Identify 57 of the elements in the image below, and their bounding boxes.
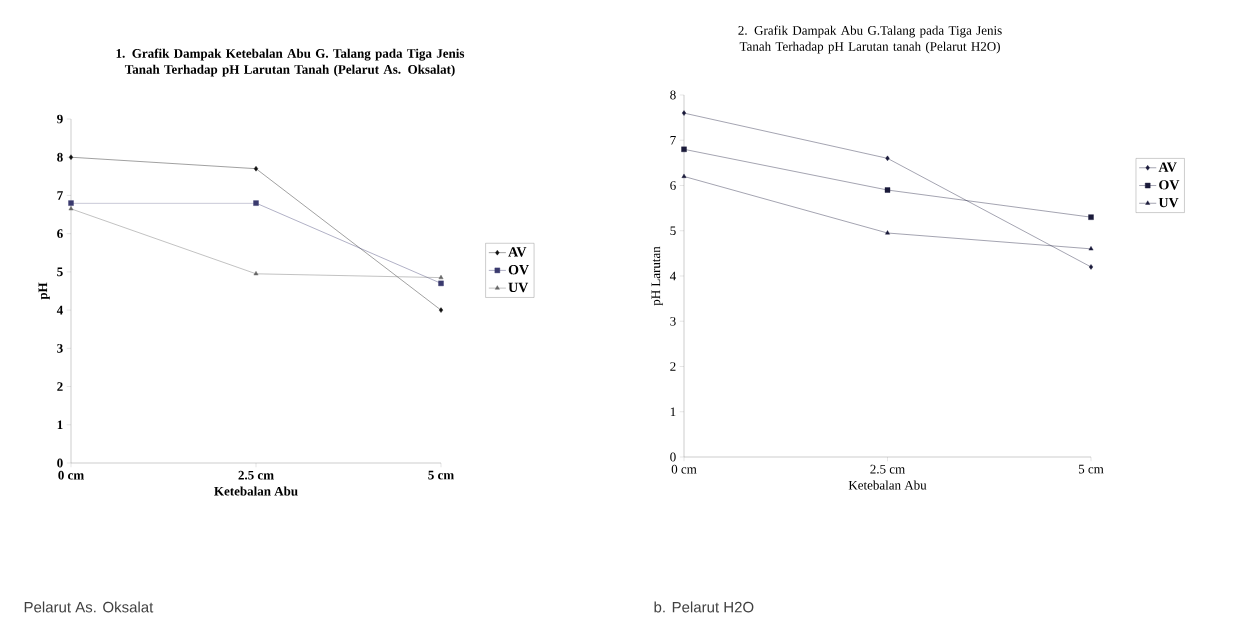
x-tick-label: 2.5 cm [870,464,905,474]
y-tick-label: 9 [57,114,63,124]
y-tick-label: 6 [57,229,63,239]
legend-label: OV [508,265,529,275]
point [1088,246,1094,251]
x-tick-label: 5 cm [428,470,454,480]
y-tick-label: 1 [57,420,63,430]
y-tick-label: 7 [670,135,676,145]
legend-label: AV [1158,162,1177,172]
point [885,155,890,162]
point [885,230,890,235]
y-tick-label: 0 [57,458,63,468]
x-tick-label: 0 cm [58,470,84,480]
y-tick-label: 3 [670,316,676,326]
point [438,307,444,313]
y-tick-label: 8 [57,152,63,162]
legend-label: AV [508,247,527,257]
legend-label: OV [1159,180,1180,190]
text: b. Pelarut H2O [654,601,754,613]
y-tick-label: 3 [57,343,63,353]
y-tick-label: 1 [670,407,676,417]
x-axis-title: Ketebalan Abu [214,486,298,496]
point [438,280,444,287]
x-tick-label: 0 cm [671,464,697,474]
point [253,200,259,206]
y-tick-label: 7 [57,191,63,200]
y-tick-label: 0 [670,452,676,462]
point [438,274,444,280]
legend-label: UV [1158,197,1179,208]
y-axis-title: pH Larutan [651,246,663,306]
legend-label: UV [508,282,529,293]
x-tick-label: 5 cm [1078,464,1104,474]
point [1088,214,1094,220]
y-tick-label: 4 [669,271,677,281]
y-tick-label: 2 [670,362,676,371]
point [884,187,891,193]
y-axis-title: pH [38,282,50,300]
point [68,154,74,160]
y-tick-label: 8 [670,90,676,100]
point [681,173,687,178]
y-tick-label: 4 [56,305,63,315]
y-tick-label: 2 [57,382,63,391]
y-tick-label: 5 [670,226,676,236]
point [681,110,687,116]
x-axis-title: Ketebalan Abu [848,480,927,490]
chart-title: 1. Grafik Dampak Ketebalan Abu G. Talang pada Tiga Jenis Tanah Terhadap pH Larutan Tanah (Pelarut As. Oksalat) [116,48,465,77]
point [68,200,74,206]
point [68,206,74,211]
text: Pelarut As. Oksalat [24,601,154,613]
point [253,165,259,172]
point [681,146,687,152]
y-tick-label: 5 [57,267,63,277]
y-tick-label: 6 [670,181,676,190]
point [253,271,259,276]
point [1088,264,1094,270]
chart-title: 2. Grafik Dampak Abu G.Talang pada Tiga Jenis Tanah Terhadap pH Larutan tanah (Pelarut H2O) [738,25,1002,54]
x-tick-label: 2.5 cm [238,470,274,480]
